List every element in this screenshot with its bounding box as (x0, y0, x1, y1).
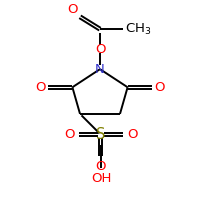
Text: O: O (68, 3, 78, 16)
Text: O: O (154, 81, 165, 94)
Text: O: O (64, 128, 74, 141)
Text: O: O (128, 128, 138, 141)
Text: CH$_3$: CH$_3$ (125, 22, 151, 37)
Text: O: O (35, 81, 46, 94)
Text: OH: OH (91, 172, 111, 185)
Text: N: N (95, 63, 105, 76)
Text: O: O (96, 160, 106, 173)
Text: S: S (96, 127, 106, 142)
Text: O: O (95, 43, 105, 56)
